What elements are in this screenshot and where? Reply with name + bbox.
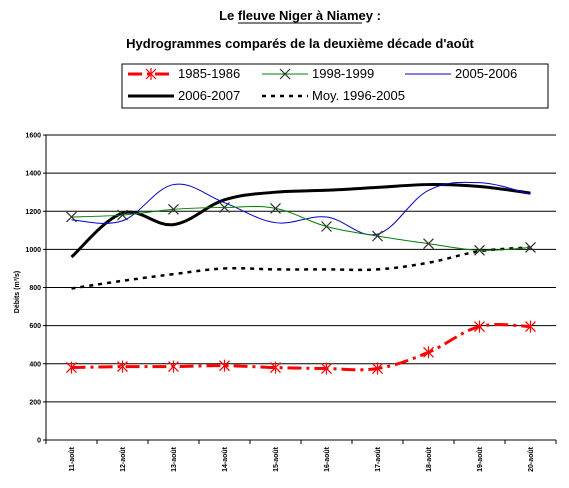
y-tick-label: 600	[29, 323, 41, 330]
data-point-marker	[168, 203, 179, 215]
data-point-marker	[270, 361, 281, 374]
data-point-marker	[321, 362, 332, 375]
data-point-marker	[474, 320, 485, 333]
legend-marker	[145, 68, 157, 80]
legend-item: 1985-1986	[128, 66, 240, 81]
marker-stroke	[525, 242, 536, 253]
legend-item: 2006-2007	[128, 88, 240, 103]
x-tick-label: 12-août	[120, 446, 127, 472]
y-tick-label: 1200	[25, 209, 41, 216]
x-tick-label: 18-août	[426, 446, 433, 472]
marker-stroke	[474, 244, 485, 256]
legend-item: Moy. 1996-2005	[262, 88, 405, 103]
y-tick-labels: 0 200 400 600 800 1000 1200 1400 1600	[25, 133, 41, 445]
data-point-marker	[117, 360, 128, 373]
legend: 1985-1986 1998-1999 2005-2006 2006-2007 Moy.…	[128, 66, 517, 103]
legend-box	[121, 63, 549, 109]
series-line-2006-2007	[70, 183, 531, 259]
marker-stroke	[66, 211, 77, 223]
chart-title: Le fleuve Niger à Niamey :	[219, 8, 381, 23]
data-point-marker	[474, 244, 485, 256]
data-point-marker	[321, 221, 332, 232]
y-tick-label: 1000	[25, 247, 41, 254]
x-tick-label: 11-août	[69, 446, 76, 471]
data-point-marker	[525, 320, 536, 333]
legend-label: 2005-2006	[455, 66, 517, 81]
data-point-marker	[423, 346, 434, 359]
legend-item: 1998-1999	[262, 66, 374, 81]
data-point-marker	[270, 202, 281, 214]
data-point-marker	[117, 209, 128, 221]
axes	[43, 134, 557, 444]
marker-stroke	[372, 230, 383, 242]
x-tick-labels: 11-août 12-août 13-août 14-août 15-août 16-ao…	[69, 446, 535, 472]
marker-stroke	[279, 68, 291, 80]
series-line-2005-2006	[71, 181, 531, 236]
marker-stroke	[219, 202, 230, 213]
data-point-marker	[219, 202, 230, 213]
legend-marker	[279, 68, 291, 80]
legend-label: Moy. 1996-2005	[312, 88, 405, 103]
y-tick-label: 0	[37, 438, 41, 445]
x-tick-label: 19-août	[477, 446, 484, 472]
x-tick-label: 16-août	[324, 446, 331, 472]
legend-item: 2005-2006	[405, 66, 517, 81]
data-point-marker	[168, 360, 179, 373]
legend-label: 1998-1999	[312, 66, 374, 81]
marker-stroke	[423, 238, 434, 250]
data-point-marker	[66, 361, 77, 374]
series-line-1998-1999	[71, 206, 531, 251]
x-tick-label: 14-août	[222, 446, 229, 472]
series-line-1985-1986	[71, 323, 531, 372]
y-tick-label: 800	[29, 285, 41, 292]
series-group	[66, 181, 536, 375]
data-point-marker	[66, 211, 77, 223]
marker-stroke	[117, 209, 128, 221]
x-tick-label: 20-août	[528, 446, 535, 472]
y-tick-label: 400	[29, 361, 41, 368]
marker-stroke	[321, 221, 332, 232]
data-point-marker	[219, 359, 230, 372]
gridlines	[46, 134, 556, 403]
marker-stroke	[270, 202, 281, 214]
legend-label: 1985-1986	[178, 66, 240, 81]
x-tick-label: 15-août	[273, 446, 280, 472]
series-line-moy-1996-2005	[71, 246, 531, 290]
chart-subtitle: Hydrogrammes comparés de la deuxième déc…	[126, 36, 474, 51]
data-point-marker	[372, 362, 383, 375]
x-tick-label: 13-août	[171, 446, 178, 472]
y-axis-label: Débits (m³/s)	[14, 271, 21, 313]
x-tick-label: 17-août	[375, 446, 382, 472]
data-point-marker	[525, 242, 536, 253]
y-tick-label: 1600	[25, 133, 41, 140]
y-tick-label: 200	[29, 399, 41, 406]
marker-stroke	[168, 203, 179, 215]
data-point-marker	[423, 238, 434, 250]
data-point-marker	[372, 230, 383, 242]
y-tick-label: 1400	[25, 171, 41, 178]
legend-label: 2006-2007	[178, 88, 240, 103]
